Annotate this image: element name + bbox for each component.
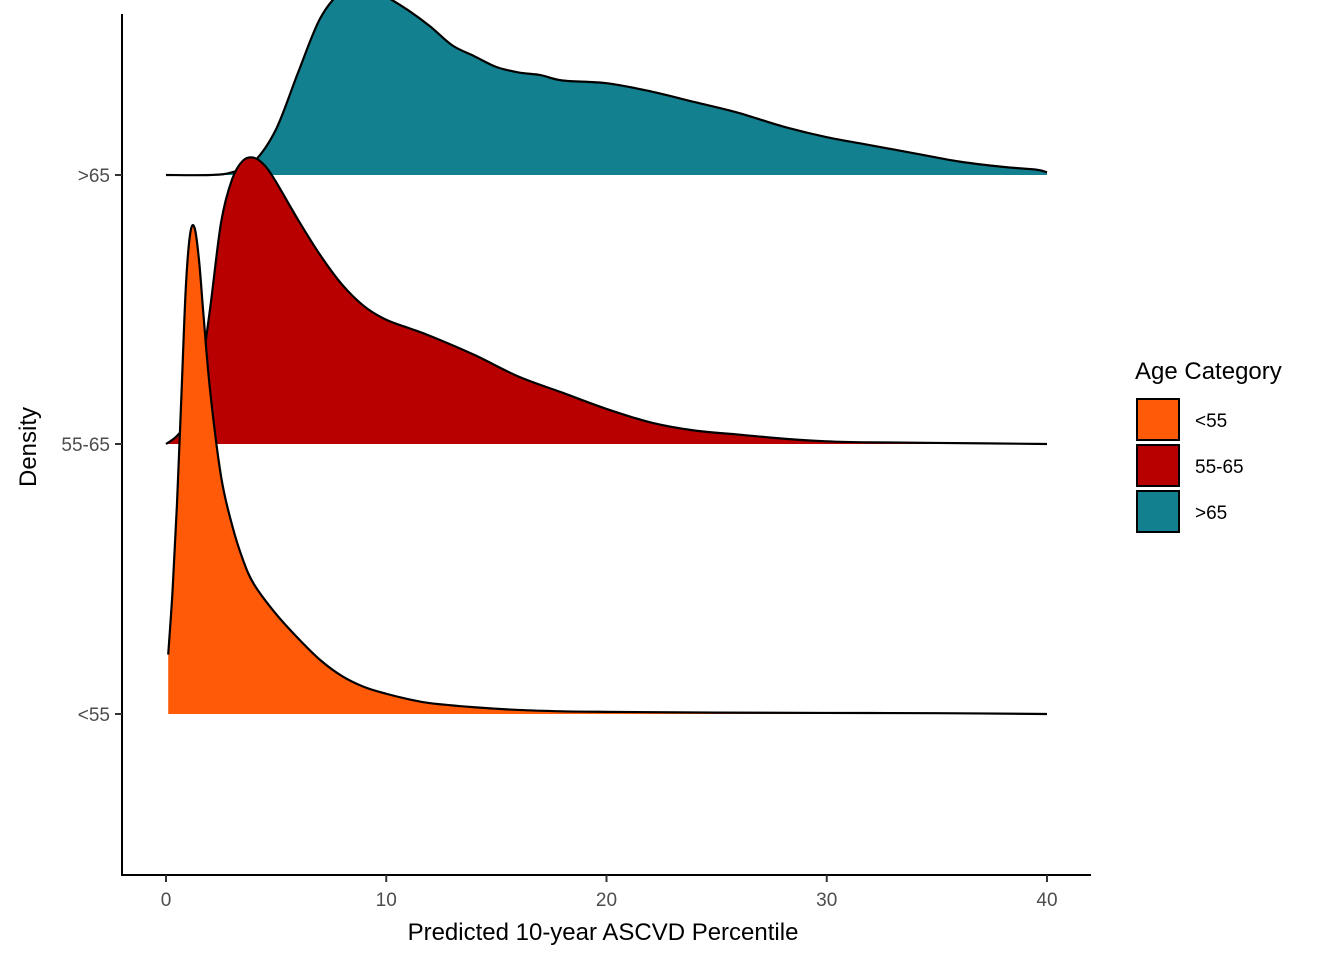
x-tick-label: 10 — [376, 890, 397, 911]
ridge->65 — [165, 0, 1048, 177]
ridge-line->65 — [165, 0, 1048, 177]
ridge-line-<55 — [167, 224, 1048, 716]
legend-key-<55 — [1136, 398, 1180, 441]
y-tick-label: 55-65 — [61, 435, 110, 456]
x-tick-label: 0 — [161, 890, 172, 911]
x-tick-label: 30 — [816, 890, 837, 911]
legend-label: >65 — [1195, 503, 1227, 524]
x-tick-label: 20 — [596, 890, 617, 911]
ridge-fill->65 — [166, 0, 1047, 176]
y-tick-label: >65 — [78, 166, 110, 187]
x-tick-label: 40 — [1036, 890, 1057, 911]
legend-key-55-65 — [1136, 444, 1180, 487]
legend-label: 55-65 — [1195, 457, 1244, 478]
legend-key->65 — [1136, 490, 1180, 533]
ridge-line-55-65 — [165, 156, 1048, 446]
y-axis-title: Density — [15, 407, 42, 487]
ridge-fill-55-65 — [166, 157, 1047, 445]
ridge-55-65 — [165, 156, 1048, 446]
y-tick-label: <55 — [78, 705, 110, 726]
ridge-<55 — [167, 224, 1048, 716]
legend-label: <55 — [1195, 411, 1227, 432]
x-ticks: 0 10 20 30 40 — [161, 875, 1058, 911]
ridge-fill-<55 — [168, 225, 1047, 714]
legend: Age Category <55 55-65 >65 — [1135, 358, 1282, 533]
x-axis-title: Predicted 10-year ASCVD Percentile — [408, 919, 799, 946]
legend-title: Age Category — [1135, 358, 1282, 385]
ridge-layer — [165, 0, 1048, 716]
y-ticks: <55 55-65 >65 — [61, 166, 122, 726]
